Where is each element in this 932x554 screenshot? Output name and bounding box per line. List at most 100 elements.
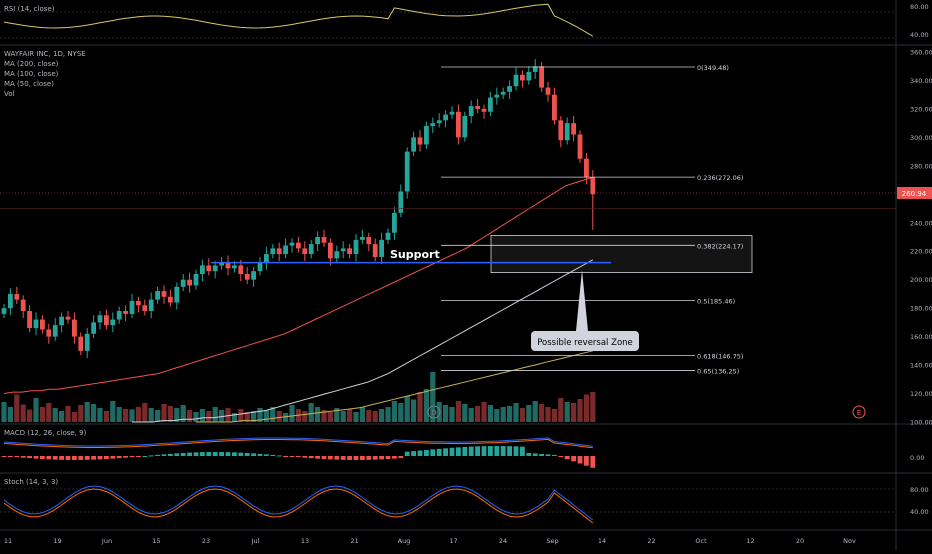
fib-level-label: 0.236(272.06) (697, 174, 743, 182)
volume-bar (526, 405, 532, 422)
candle-body (520, 74, 525, 81)
candle-body (225, 262, 231, 269)
macd-histogram-bar (449, 447, 455, 456)
volume-bar (487, 405, 493, 422)
dividend-badge-text: D (431, 409, 436, 417)
macd-histogram-bar (315, 456, 320, 459)
volume-bar (398, 403, 404, 422)
macd-histogram-bar (193, 452, 199, 456)
candle-body (462, 116, 468, 138)
candle-body (110, 319, 116, 326)
macd-histogram-bar (1, 456, 7, 457)
macd-histogram-bar (72, 456, 77, 460)
candle-body (65, 316, 71, 320)
macd-histogram-bar (532, 453, 538, 456)
price-tick-label: 220.00 (910, 248, 932, 256)
macd-histogram-bar (302, 456, 308, 458)
volume-bar (161, 404, 167, 422)
volume-bar (97, 408, 103, 422)
volume-bar (423, 389, 429, 422)
candle-body (187, 279, 192, 286)
time-tick-label: 17 (449, 537, 457, 545)
candle-body (552, 94, 557, 121)
volume-bar (327, 412, 333, 422)
candle-body (321, 237, 327, 243)
macd-histogram-bar (142, 455, 148, 457)
volume-bar (199, 409, 205, 422)
candle-body (206, 265, 212, 272)
macd-histogram-bar (148, 455, 154, 457)
volume-bar (475, 406, 481, 422)
volume-bar (571, 403, 577, 422)
reversal-callout[interactable]: Possible reversal Zone (531, 270, 639, 351)
volume-bar (340, 411, 346, 422)
stoch-pane (0, 485, 896, 524)
candle-body (251, 271, 256, 280)
rsi-label: RSI (14, close) (4, 5, 55, 13)
macd-histogram-bar (78, 456, 84, 460)
macd-histogram-bar (494, 446, 500, 456)
candle-body (340, 248, 346, 252)
time-tick-label: 14 (598, 537, 606, 545)
callout-box (531, 331, 639, 351)
macd-histogram-bar (14, 456, 20, 458)
candle-body (500, 91, 506, 95)
macd-histogram-bar (372, 456, 378, 460)
candle-body (488, 97, 493, 112)
candle-body (78, 336, 84, 351)
candle-body (52, 325, 58, 337)
dividend-badge[interactable]: D (427, 405, 441, 419)
volume-bar (20, 404, 26, 422)
candle-body (72, 319, 77, 337)
volume-bar (308, 403, 314, 422)
volume-bar (321, 410, 327, 422)
candle-body (404, 151, 410, 192)
volume-bar (590, 392, 596, 422)
macd-histogram-bar (20, 456, 26, 458)
candle-body (302, 248, 308, 255)
candle-body (104, 315, 109, 326)
candle-body (136, 301, 141, 306)
volume-bar (123, 409, 129, 422)
time-tick-label: 11 (4, 537, 12, 545)
macd-histogram-bar (334, 456, 340, 460)
volume-bar (135, 407, 141, 422)
fib-level-label: 0(349.48) (697, 64, 729, 72)
earnings-badge[interactable]: E (852, 405, 866, 419)
candle-body (200, 265, 205, 274)
fib-level-label: 0.618(146.75) (697, 352, 743, 360)
candle-body (475, 106, 480, 109)
ma100-line (132, 259, 594, 423)
volume-bar (347, 409, 353, 422)
volume-bar (539, 404, 545, 422)
candle-body (296, 242, 301, 249)
time-tick-label: Jul (251, 537, 260, 545)
candle-body (456, 111, 461, 138)
volume-bar (270, 407, 276, 422)
candle-body (545, 87, 551, 95)
price-tick-label: 340.00 (910, 77, 932, 85)
candle-body (168, 296, 173, 303)
time-tick-label: 22 (647, 537, 655, 545)
macd-histogram-bar (129, 456, 135, 458)
candle-body (392, 212, 397, 233)
macd-histogram-bar (500, 446, 506, 456)
candle-body (366, 237, 372, 245)
fib-level-label: 0.65(136.25) (697, 367, 739, 375)
candle-body (436, 120, 442, 124)
volume-bar (276, 411, 282, 422)
volume-label: Vol (4, 90, 15, 98)
volume-bar (334, 408, 340, 422)
callout-pointer (576, 270, 588, 331)
volume-bar (39, 407, 45, 422)
volume-bar (532, 401, 538, 422)
volume-bar (103, 411, 109, 422)
time-tick-label: 12 (746, 537, 754, 545)
macd-histogram-bar (123, 456, 128, 458)
macd-histogram-bar (180, 452, 186, 456)
volume-bar (372, 411, 378, 422)
last-price-value: 260.94 (902, 190, 927, 198)
time-tick-label: Aug (398, 537, 411, 545)
